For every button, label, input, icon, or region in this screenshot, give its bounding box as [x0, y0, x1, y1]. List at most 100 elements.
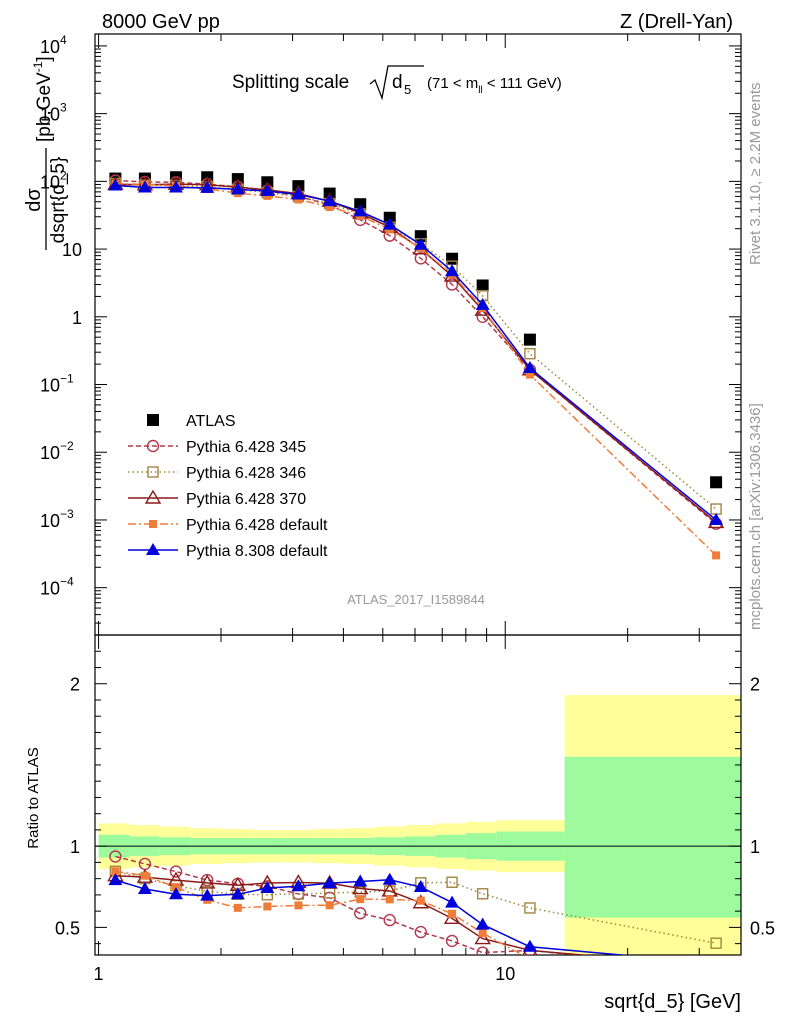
point-pythia-6-428-345	[445, 278, 459, 291]
energy-label: 8000 GeV pp	[102, 11, 220, 33]
legend-marker	[144, 489, 162, 504]
ratio-point-pythia-8-308-default	[413, 880, 428, 893]
ratio-point-pythia-8-308-default	[230, 887, 245, 900]
y-tick-label: 10−4	[40, 575, 74, 599]
ratio-point-pythia-6-428-346	[524, 902, 536, 914]
point-pythia-6-428-346	[524, 348, 536, 360]
point-pythia-8-308-default	[108, 178, 123, 191]
ratio-point-pythia-8-308-default	[322, 876, 337, 889]
legend-marker	[146, 543, 160, 555]
ratio-point-pythia-6-428-default	[294, 901, 303, 910]
point-pythia-8-308-default	[291, 187, 306, 200]
legend-label: Pythia 8.308 default	[186, 543, 328, 560]
ratio-point-pythia-6-428-default	[171, 883, 180, 892]
point-pythia-8-308-default	[445, 264, 460, 277]
svg-text:d: d	[392, 72, 403, 93]
ratio-point-pythia-8-308-default	[137, 881, 152, 894]
point-pythia-6-428-346	[710, 503, 722, 515]
legend-marker	[149, 520, 157, 528]
main-ylabel: dσ dsqrt{d_5} [pb,GeV-1]	[23, 56, 69, 250]
ratio-tick-label: 1	[70, 837, 80, 857]
point-pythia-8-308-default	[230, 182, 245, 195]
point-atlas	[354, 198, 367, 211]
rivet-version-label: Rivet 3.1.10, ≥ 2.2M events	[747, 83, 764, 266]
point-pythia-8-308-default	[200, 180, 215, 193]
svg-text:dσ: dσ	[23, 188, 45, 212]
ratio-point-pythia-8-308-default	[353, 874, 368, 887]
ratio-tick-label: 0.5	[55, 918, 80, 938]
point-pythia-8-308-default	[322, 194, 337, 207]
plot-title-sqrt: d 5	[369, 65, 424, 101]
plot-title-range: (71 < mll < 111 GeV)	[427, 75, 562, 96]
ratio-point-pythia-6-428-default	[356, 895, 365, 904]
ratio-ylabel: Ratio to ATLAS	[25, 747, 42, 848]
legend-label: Pythia 6.428 345	[186, 439, 306, 456]
ratio-point-pythia-6-428-default	[478, 928, 487, 937]
legend-label: ATLAS	[186, 413, 236, 430]
ratio-point-pythia-6-428-default	[416, 896, 425, 905]
point-atlas	[710, 476, 723, 489]
xlabel: sqrt{d_5} [GeV]	[604, 991, 741, 1013]
point-pythia-8-308-default	[475, 297, 490, 310]
legend-label: Pythia 6.428 default	[186, 517, 328, 534]
svg-text:5: 5	[404, 82, 411, 97]
ratio-point-pythia-6-428-default	[263, 902, 272, 911]
main-series	[107, 171, 725, 560]
ratio-point-pythia-8-308-default	[291, 879, 306, 892]
mcplots-label: mcplots.cern.ch [arXiv:1306.3436]	[747, 403, 764, 630]
ratio-point-pythia-8-308-default	[382, 872, 397, 885]
y-tick-label: 104	[40, 33, 67, 57]
legend-marker	[147, 466, 159, 478]
point-pythia-8-308-default	[353, 204, 368, 217]
legend-marker	[147, 414, 159, 426]
plot-title: Splitting scale	[232, 72, 349, 93]
ratio-point-pythia-6-428-370	[474, 930, 491, 945]
ratio-point-pythia-8-308-default	[260, 881, 275, 894]
point-pythia-8-308-default	[260, 184, 275, 197]
ratio-series	[107, 850, 722, 955]
y-tick-label: 10−2	[40, 439, 74, 463]
point-pythia-6-428-default	[325, 202, 334, 211]
ratio-plot-frame	[94, 634, 742, 956]
ylabel-unit: [pb,GeV-1]	[31, 56, 55, 142]
legend-label: Pythia 6.428 346	[186, 465, 306, 482]
ratio-point-pythia-6-428-346	[710, 937, 722, 949]
ratio-point-pythia-6-428-default	[385, 895, 394, 904]
point-atlas	[523, 333, 536, 346]
ratio-point-pythia-6-428-345	[414, 925, 428, 939]
point-atlas	[446, 252, 459, 265]
y-tick-label: 1	[72, 308, 82, 328]
ratio-point-pythia-8-308-default	[445, 895, 460, 908]
ratio-point-pythia-8-308-default	[108, 873, 123, 886]
ratio-line-pythia-6-428-346	[115, 870, 717, 944]
ratio-tick-label-right: 1	[750, 837, 760, 857]
point-pythia-6-428-345	[414, 252, 428, 265]
point-atlas	[476, 279, 489, 292]
point-pythia-6-428-default	[525, 370, 534, 379]
ratio-point-pythia-6-428-345	[476, 946, 489, 955]
legend-marker	[146, 439, 160, 453]
ratio-point-pythia-8-308-default	[522, 939, 537, 952]
process-label: Z (Drell-Yan)	[620, 11, 733, 33]
point-pythia-8-308-default	[522, 361, 537, 374]
ratio-tick-label: 2	[70, 675, 80, 695]
ratio-point-pythia-6-428-346	[476, 888, 489, 900]
x-tick-label: 10	[495, 964, 515, 984]
legend: ATLAS Pythia 6.428 345 Pythia 6.428 346 Pyt…	[128, 413, 328, 560]
point-pythia-8-308-default	[709, 512, 724, 525]
legend-label: Pythia 6.428 370	[186, 491, 306, 508]
ratio-point-pythia-6-428-default	[325, 901, 334, 910]
point-pythia-8-308-default	[137, 180, 152, 193]
point-pythia-8-308-default	[382, 217, 397, 230]
ratio-point-pythia-6-428-345	[169, 865, 183, 878]
y-tick-label: 10−3	[40, 507, 74, 531]
analysis-id: ATLAS_2017_I1589844	[347, 592, 485, 607]
x-tick-label: 1	[94, 964, 104, 984]
ratio-point-pythia-6-428-370	[352, 880, 369, 895]
ratio-point-pythia-6-428-default	[111, 867, 120, 876]
ratio-point-pythia-6-428-345	[383, 913, 396, 927]
ratio-tick-label-right: 2	[750, 675, 760, 695]
point-pythia-8-308-default	[413, 237, 428, 250]
ratio-point-pythia-8-308-default	[200, 888, 215, 901]
